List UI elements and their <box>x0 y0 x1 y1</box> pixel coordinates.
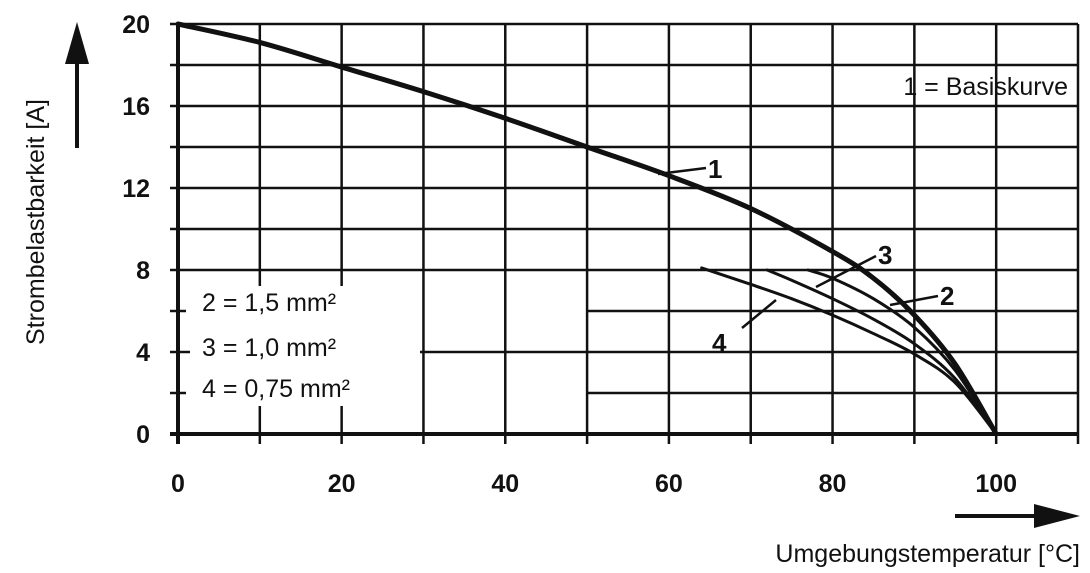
curve-label-1: 1 <box>657 154 722 184</box>
y-axis-label: Strombelastbarkeit [A] <box>22 99 50 345</box>
y-tick-label: 20 <box>122 11 150 39</box>
x-axis-arrow <box>955 504 1080 528</box>
x-tick-label: 100 <box>975 470 1017 498</box>
grid <box>170 22 1080 444</box>
x-tick-label: 20 <box>328 470 356 498</box>
y-tick-label: 16 <box>122 93 150 121</box>
curve-label-2: 2 <box>889 281 954 311</box>
x-axis-label: Umgebungstemperatur [°C] <box>775 540 1080 568</box>
curve-1 <box>175 21 999 437</box>
curve-4 <box>700 266 998 436</box>
y-axis-arrow <box>65 22 89 148</box>
curve-label-3: 3 <box>815 240 892 289</box>
basis-note: 1 = Basiskurve <box>903 73 1068 101</box>
x-tick-label: 60 <box>655 470 683 498</box>
y-tick-label: 12 <box>122 175 150 203</box>
svg-text:2: 2 <box>940 281 954 311</box>
y-tick-label: 4 <box>136 339 150 367</box>
legend-line-3: 3 = 1,0 mm² <box>202 334 336 362</box>
curve-2 <box>806 268 998 436</box>
x-tick-label: 40 <box>491 470 519 498</box>
legend-line-4: 4 = 0,75 mm² <box>202 375 350 403</box>
svg-text:1: 1 <box>708 154 722 184</box>
curve-3 <box>765 268 998 436</box>
svg-text:4: 4 <box>712 328 727 358</box>
legend-line-2: 2 = 1,5 mm² <box>202 289 336 317</box>
curve-label-4: 4 <box>712 299 777 358</box>
curves <box>175 21 999 437</box>
x-tick-label: 80 <box>819 470 847 498</box>
y-tick-label: 8 <box>136 257 150 285</box>
legend-background <box>190 286 420 406</box>
x-tick-label: 0 <box>171 470 185 498</box>
y-tick-label: 0 <box>136 421 150 449</box>
svg-text:3: 3 <box>878 240 892 270</box>
